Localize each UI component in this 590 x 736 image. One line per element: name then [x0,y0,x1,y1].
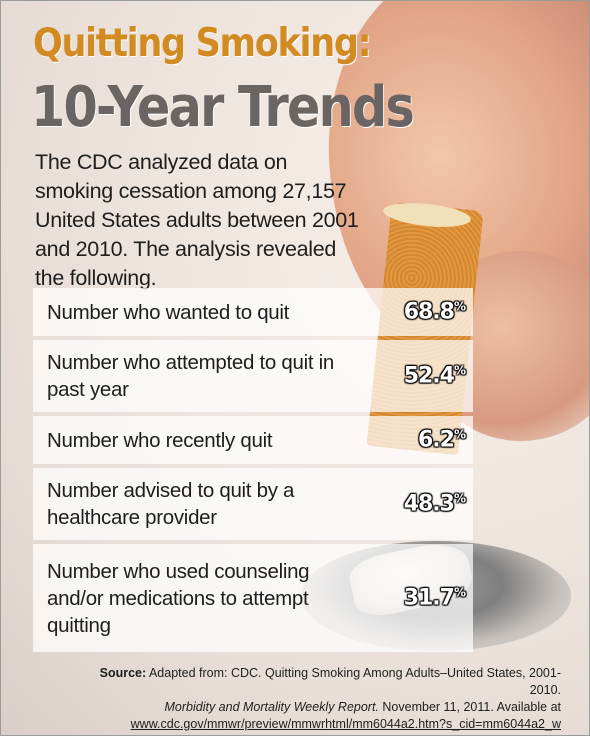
stat-value: 6.2% [417,427,466,453]
source-citation: Source: Adapted from: CDC. Quitting Smok… [81,665,561,733]
stat-label: Number advised to quit by a healthcare p… [47,479,295,529]
source-date: November 11, 2011. Available at [382,700,561,714]
stat-label: Number who wanted to quit [47,300,290,324]
stat-row: Number who used counseling and/or medica… [33,544,473,652]
source-text: Adapted from: CDC. Quitting Smoking Amon… [148,666,561,697]
stat-label: Number who attempted to quit in past yea… [47,351,334,401]
stat-row: Number who attempted to quit in past yea… [33,340,473,412]
title-line2: 10-Year Trends [31,75,415,140]
stat-row: Number who wanted to quit 68.8% [33,288,473,336]
title-line1: Quitting Smoking: [33,21,372,66]
stat-label: Number who used counseling and/or medica… [47,559,310,637]
stat-value: 52.4% [403,363,466,389]
stat-value: 31.7% [403,585,466,611]
stat-row: Number advised to quit by a healthcare p… [33,468,473,540]
stat-value: 68.8% [403,299,466,325]
source-label: Source: [99,666,147,680]
stats-list: Number who wanted to quit 68.8% Number w… [33,288,473,656]
source-url[interactable]: www.cdc.gov/mmwr/preview/mmwrhtml/mm6044… [130,717,561,731]
intro-text: The CDC analyzed data on smoking cessati… [35,150,359,290]
stat-value: 48.3% [403,491,466,517]
stat-row: Number who recently quit 6.2% [33,416,473,464]
journal-name: Morbidity and Mortality Weekly Report. [164,700,379,714]
stat-label: Number who recently quit [47,428,273,452]
